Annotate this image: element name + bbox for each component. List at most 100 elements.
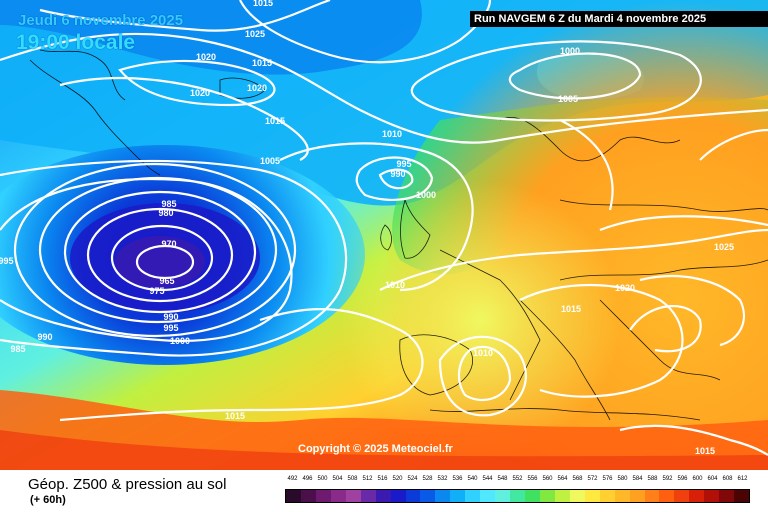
forecast-offset: (+ 60h): [30, 494, 66, 506]
scale-label: 568: [572, 476, 583, 482]
scale-label: 592: [662, 476, 673, 482]
isobar-label: 995: [396, 159, 411, 169]
scale-swatch: [435, 490, 451, 502]
isobar-label: 985: [161, 199, 176, 209]
copyright-notice: Copyright © 2025 Meteociel.fr: [298, 443, 453, 455]
scale-label: 600: [692, 476, 703, 482]
scale-swatch: [360, 490, 376, 502]
scale-label: 612: [737, 476, 748, 482]
scale-label: 544: [482, 476, 493, 482]
scale-swatch: [525, 490, 540, 502]
color-scale-bar: [285, 489, 750, 503]
isobar-label: 1010: [473, 348, 493, 358]
scale-label: 516: [377, 476, 388, 482]
scale-swatch: [286, 490, 301, 502]
forecast-date: Jeudi 6 novembre 2025: [18, 12, 184, 29]
isobar-label: 990: [390, 169, 405, 179]
scale-swatch: [689, 490, 705, 502]
isobar-label: 1020: [190, 88, 210, 98]
scale-swatch: [614, 490, 630, 502]
scale-swatch: [510, 490, 525, 502]
scale-swatch: [375, 490, 391, 502]
scale-label: 524: [407, 476, 418, 482]
isobar-label: 980: [158, 208, 173, 218]
scale-label: 556: [527, 476, 538, 482]
scale-swatch: [390, 490, 406, 502]
scale-label: 512: [362, 476, 373, 482]
isobar-label: 1000: [560, 46, 580, 56]
isobar-label: 1000: [416, 190, 436, 200]
isobar-label: 1015: [561, 304, 581, 314]
scale-swatch: [659, 490, 675, 502]
scale-label: 608: [722, 476, 733, 482]
scale-swatch: [315, 490, 331, 502]
isobar-label: 1015: [252, 58, 272, 68]
isobar-label: 1020: [196, 52, 216, 62]
forecast-time: 19:00 locale: [16, 31, 136, 54]
scale-label: 528: [422, 476, 433, 482]
scale-label: 572: [587, 476, 598, 482]
scale-swatch: [450, 490, 466, 502]
scale-swatch: [584, 490, 600, 502]
isobar-label: 1015: [695, 446, 715, 456]
run-info: Run NAVGEM 6 Z du Mardi 4 novembre 2025: [470, 11, 768, 27]
isobar-label: 975: [149, 286, 164, 296]
scale-swatch: [330, 490, 346, 502]
scale-swatch: [495, 490, 511, 502]
scale-label: 532: [437, 476, 448, 482]
scale-label: 500: [317, 476, 328, 482]
scale-swatch: [539, 490, 555, 502]
scale-label: 588: [647, 476, 658, 482]
isobar-label: 965: [159, 276, 174, 286]
scale-swatch: [719, 490, 735, 502]
scale-label: 508: [347, 476, 358, 482]
isobar-label: 1010: [382, 129, 402, 139]
scale-swatch: [569, 490, 585, 502]
isobar-label: 1020: [247, 83, 267, 93]
isobar-label: 1010: [385, 280, 405, 290]
scale-swatch: [704, 490, 720, 502]
isobar-label: 995: [163, 323, 178, 333]
scale-swatch: [629, 490, 645, 502]
scale-label: 604: [707, 476, 718, 482]
scale-label: 548: [497, 476, 508, 482]
scale-label: 536: [452, 476, 463, 482]
scale-swatch: [734, 490, 750, 502]
scale-swatch: [465, 490, 481, 502]
isobar-label: 1025: [245, 29, 265, 39]
scale-label: 580: [617, 476, 628, 482]
scale-label: 520: [392, 476, 403, 482]
isobar-label: 1000: [170, 336, 190, 346]
color-scale-labels: 492 496 500 504 508 512 516 520 524 528 532 536 540 5…: [285, 476, 750, 488]
isobar-label: 970: [161, 239, 176, 249]
scale-label: 584: [632, 476, 643, 482]
scale-label: 496: [302, 476, 313, 482]
isobar-label: 1025: [714, 242, 734, 252]
scale-label: 540: [467, 476, 478, 482]
isobar-label: 985: [10, 344, 25, 354]
isobar-label: 1005: [558, 94, 578, 104]
scale-label: 504: [332, 476, 343, 482]
isobar-labels: 1015 1025 1020 1015 1020 1020 1015 1005 1000 1005…: [0, 0, 734, 456]
scale-label: 576: [602, 476, 613, 482]
scale-swatch: [420, 490, 436, 502]
scale-label: 596: [677, 476, 688, 482]
scale-label: 492: [287, 476, 298, 482]
scale-label: 560: [542, 476, 553, 482]
scale-swatch: [480, 490, 496, 502]
scale-swatch: [599, 490, 615, 502]
isobar-label: 990: [163, 312, 178, 322]
isobar-label: 1005: [260, 156, 280, 166]
scale-swatch: [644, 490, 660, 502]
scale-swatch: [554, 490, 570, 502]
chart-title: Géop. Z500 & pression au sol: [28, 476, 227, 493]
isobar-label: 995: [0, 256, 14, 266]
isobar-label: 1015: [225, 411, 245, 421]
scale-swatch: [300, 490, 316, 502]
isobar-label: 990: [37, 332, 52, 342]
scale-swatch: [674, 490, 690, 502]
scale-label: 552: [512, 476, 523, 482]
color-scale: 492 496 500 504 508 512 516 520 524 528 532 536 540 5…: [285, 476, 750, 506]
isobar-label: 1015: [253, 0, 273, 8]
scale-swatch: [405, 490, 421, 502]
